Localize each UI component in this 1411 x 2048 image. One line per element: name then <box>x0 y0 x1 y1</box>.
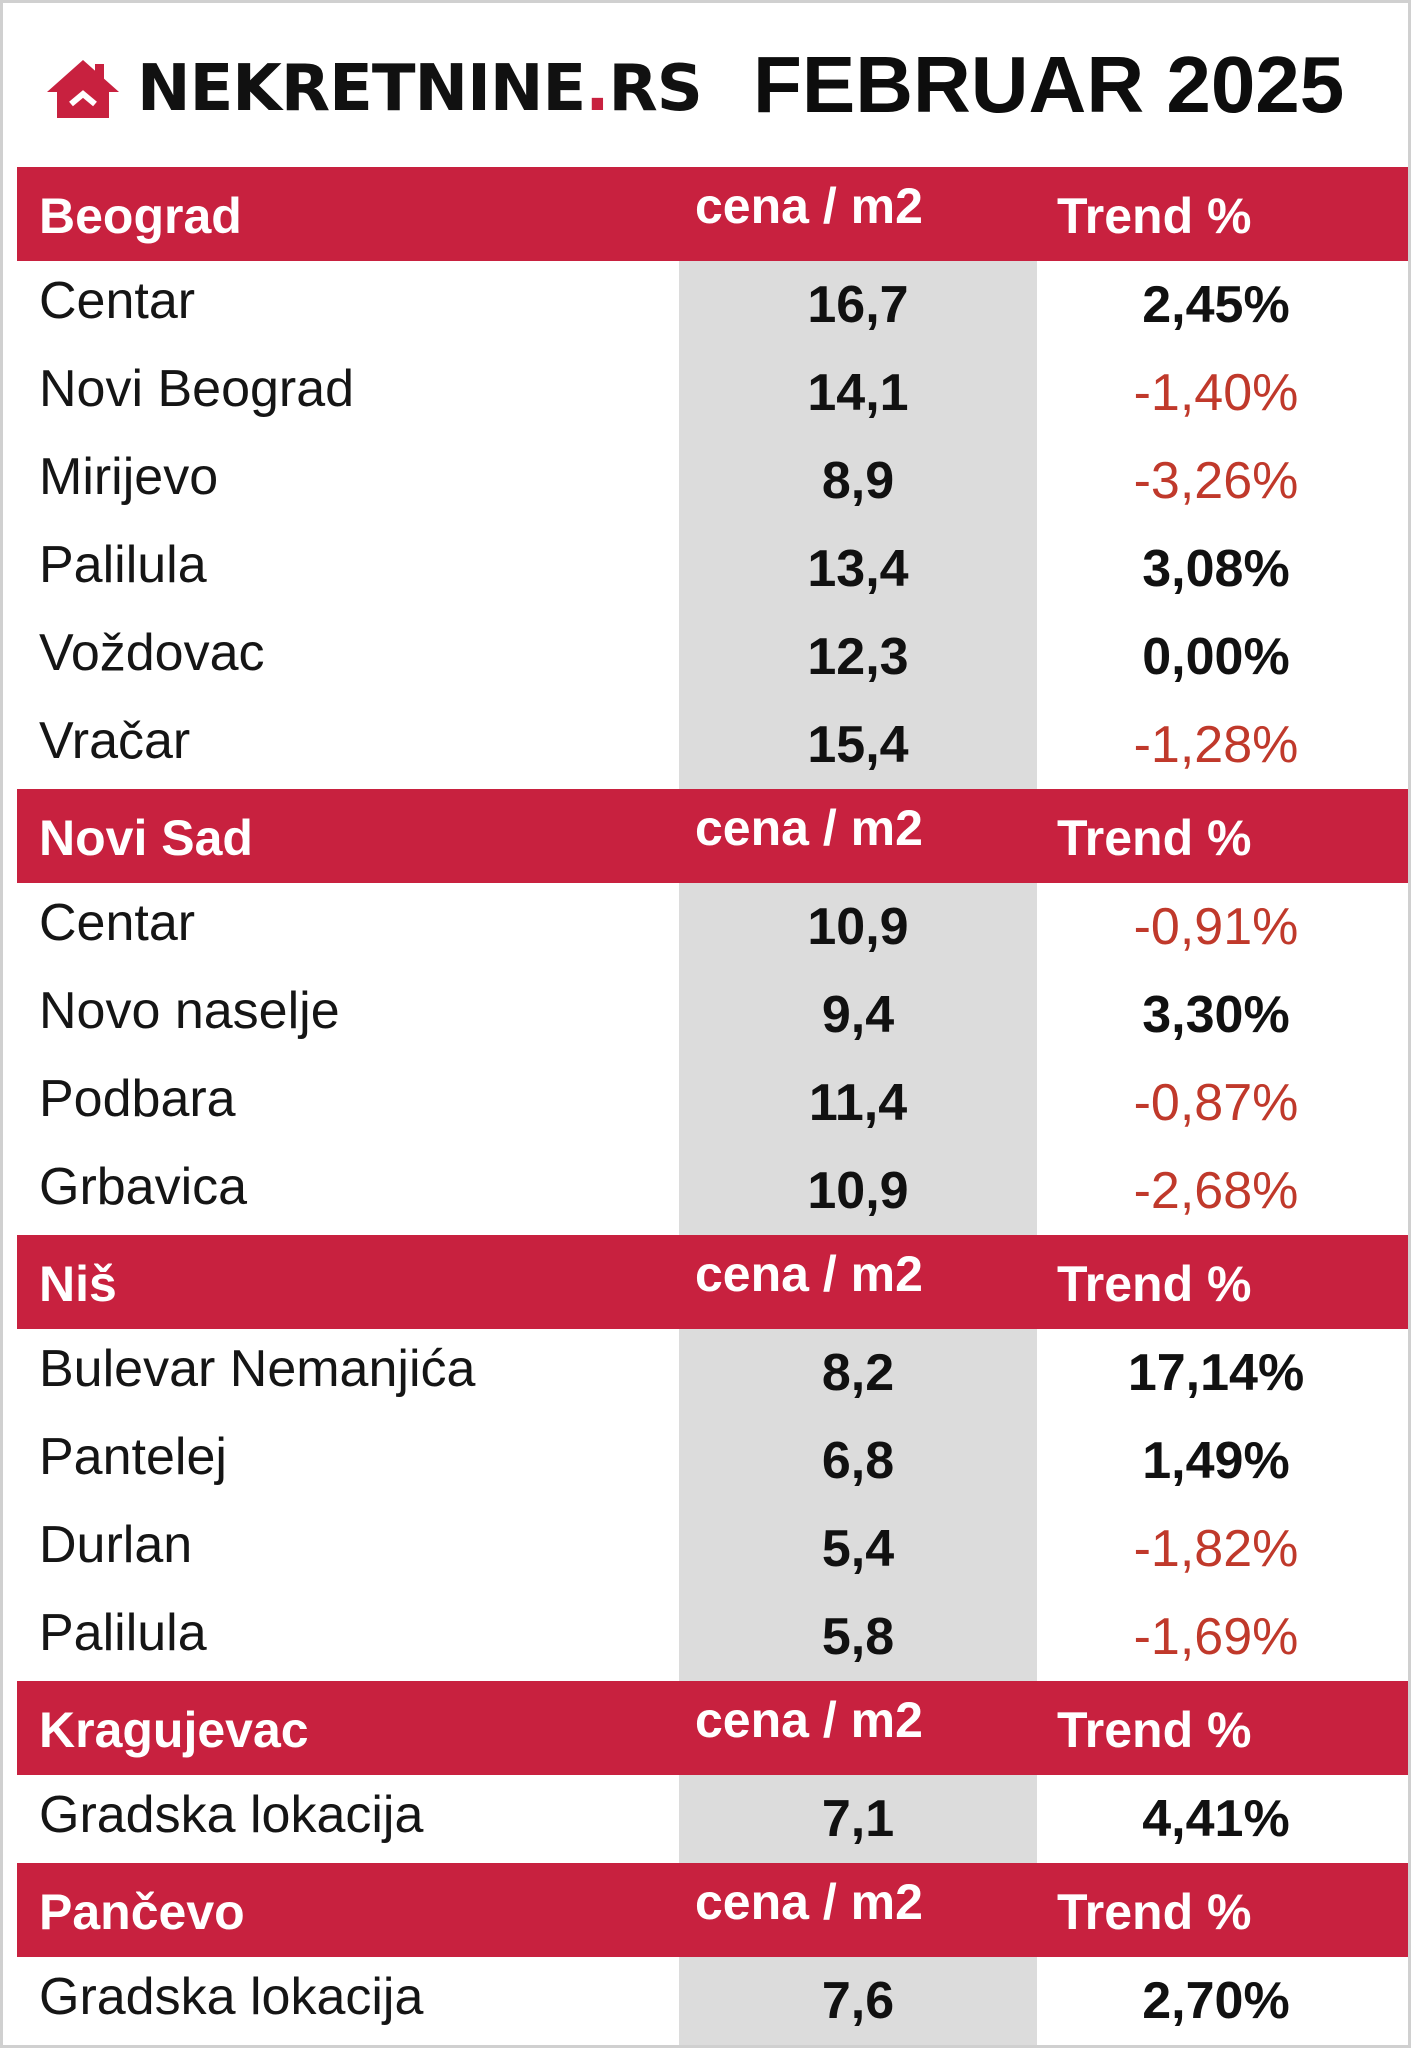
location-name: Palilula <box>39 536 207 594</box>
trend-column-header: Trend % <box>1057 1702 1252 1758</box>
city-header-2: Niš cena / m2 Trend % <box>17 1235 1408 1329</box>
price-column-header: cena / m2 <box>695 1692 923 1748</box>
trend-percent: 4,41% <box>1142 1790 1290 1848</box>
logo-wordmark-suffix: RS <box>608 52 703 126</box>
city-name: Pančevo <box>39 1884 245 1940</box>
city-header-1: Novi Sad cena / m2 Trend % <box>17 789 1408 883</box>
trend-column-header: Trend % <box>1057 188 1252 244</box>
table-row: Grbavica 10,9 -2,68% <box>17 1147 1408 1235</box>
table-row: Podbara 11,4 -0,87% <box>17 1059 1408 1147</box>
trend-percent: 3,08% <box>1142 540 1290 598</box>
location-name: Vračar <box>39 712 191 770</box>
table-row: Voždovac 12,3 0,00% <box>17 613 1408 701</box>
trend-percent: -1,69% <box>1133 1608 1299 1666</box>
location-name: Durlan <box>39 1516 193 1574</box>
trend-percent: -0,91% <box>1133 898 1299 956</box>
price-per-m2: 13,4 <box>679 525 1037 613</box>
price-column-header: cena / m2 <box>695 1246 923 1302</box>
trend-column-header: Trend % <box>1057 810 1252 866</box>
location-name: Novi Beograd <box>39 360 355 418</box>
trend-percent: -1,28% <box>1133 716 1299 774</box>
trend-percent: -0,87% <box>1133 1074 1299 1132</box>
price-per-m2: 15,4 <box>679 701 1037 789</box>
site-logo[interactable]: NEKRETNINE.RS <box>43 43 703 135</box>
location-name: Pantelej <box>39 1428 227 1486</box>
trend-percent: 3,30% <box>1142 986 1290 1044</box>
price-per-m2: 9,4 <box>679 971 1037 1059</box>
table-row: Vračar 15,4 -1,28% <box>17 701 1408 789</box>
location-name: Gradska lokacija <box>39 1786 424 1844</box>
price-per-m2: 6,8 <box>679 1417 1037 1505</box>
price-column-header: cena / m2 <box>695 800 923 856</box>
table-row: Bulevar Nemanjića 8,2 17,14% <box>17 1329 1408 1417</box>
trend-percent: 0,00% <box>1142 628 1290 686</box>
location-name: Centar <box>39 894 196 952</box>
location-name: Grbavica <box>39 1158 248 1216</box>
logo-wordmark: NEKRETNINE.RS <box>137 57 703 121</box>
price-per-m2: 8,2 <box>679 1329 1037 1417</box>
table-header-area: NEKRETNINE.RS FEBRUAR 2025 <box>3 3 1408 167</box>
table-row: Gradska lokacija 7,6 2,70% <box>17 1957 1408 2045</box>
trend-column-header: Trend % <box>1057 1256 1252 1312</box>
table-row: Centar 16,7 2,45% <box>17 261 1408 349</box>
location-name: Novo naselje <box>39 982 340 1040</box>
price-per-m2: 5,8 <box>679 1593 1037 1681</box>
city-name: Kragujevac <box>39 1702 309 1758</box>
location-name: Palilula <box>39 1604 207 1662</box>
location-name: Voždovac <box>39 624 265 682</box>
city-header-0: Beograd cena / m2 Trend % <box>17 167 1408 261</box>
city-name: Niš <box>39 1256 117 1312</box>
house-logo-icon <box>47 60 119 118</box>
trend-percent: -1,40% <box>1133 364 1299 422</box>
table-row: Palilula 13,4 3,08% <box>17 525 1408 613</box>
trend-column-header: Trend % <box>1057 1884 1252 1940</box>
price-per-m2: 8,9 <box>679 437 1037 525</box>
table-row: Centar 10,9 -0,91% <box>17 883 1408 971</box>
location-name: Bulevar Nemanjića <box>39 1340 476 1398</box>
price-table: Beograd cena / m2 Trend % Centar 16,7 2,45% No… <box>17 167 1408 2045</box>
table-row: Gradska lokacija 7,1 4,41% <box>17 1775 1408 1863</box>
location-name: Centar <box>39 272 196 330</box>
city-name: Beograd <box>39 188 242 244</box>
table-row: Durlan 5,4 -1,82% <box>17 1505 1408 1593</box>
price-per-m2: 16,7 <box>679 261 1037 349</box>
trend-percent: 2,45% <box>1142 276 1290 334</box>
trend-percent: -1,82% <box>1133 1520 1299 1578</box>
price-per-m2: 12,3 <box>679 613 1037 701</box>
price-per-m2: 11,4 <box>679 1059 1037 1147</box>
price-per-m2: 7,1 <box>679 1775 1037 1863</box>
price-column-header: cena / m2 <box>695 1874 923 1930</box>
trend-percent: 1,49% <box>1142 1432 1290 1490</box>
table-row: Pantelej 6,8 1,49% <box>17 1417 1408 1505</box>
table-row: Mirijevo 8,9 -3,26% <box>17 437 1408 525</box>
location-name: Podbara <box>39 1070 236 1128</box>
location-name: Gradska lokacija <box>39 1968 424 2026</box>
price-column-header: cena / m2 <box>695 178 923 234</box>
table-row: Novi Beograd 14,1 -1,40% <box>17 349 1408 437</box>
table-row: Novo naselje 9,4 3,30% <box>17 971 1408 1059</box>
period-title: FEBRUAR 2025 <box>753 40 1345 129</box>
trend-percent: 2,70% <box>1142 1972 1290 2030</box>
logo-wordmark-main: NEKRETNINE <box>137 52 586 126</box>
trend-percent: -3,26% <box>1133 452 1299 510</box>
price-per-m2: 10,9 <box>679 883 1037 971</box>
logo-wordmark-dot: . <box>585 52 609 126</box>
trend-percent: 17,14% <box>1127 1344 1305 1402</box>
price-per-m2: 7,6 <box>679 1957 1037 2045</box>
price-per-m2: 14,1 <box>679 349 1037 437</box>
price-per-m2: 10,9 <box>679 1147 1037 1235</box>
table-row: Palilula 5,8 -1,69% <box>17 1593 1408 1681</box>
city-header-4: Pančevo cena / m2 Trend % <box>17 1863 1408 1957</box>
city-name: Novi Sad <box>39 810 253 866</box>
location-name: Mirijevo <box>39 448 219 506</box>
price-per-m2: 5,4 <box>679 1505 1037 1593</box>
trend-percent: -2,68% <box>1133 1162 1299 1220</box>
city-header-3: Kragujevac cena / m2 Trend % <box>17 1681 1408 1775</box>
